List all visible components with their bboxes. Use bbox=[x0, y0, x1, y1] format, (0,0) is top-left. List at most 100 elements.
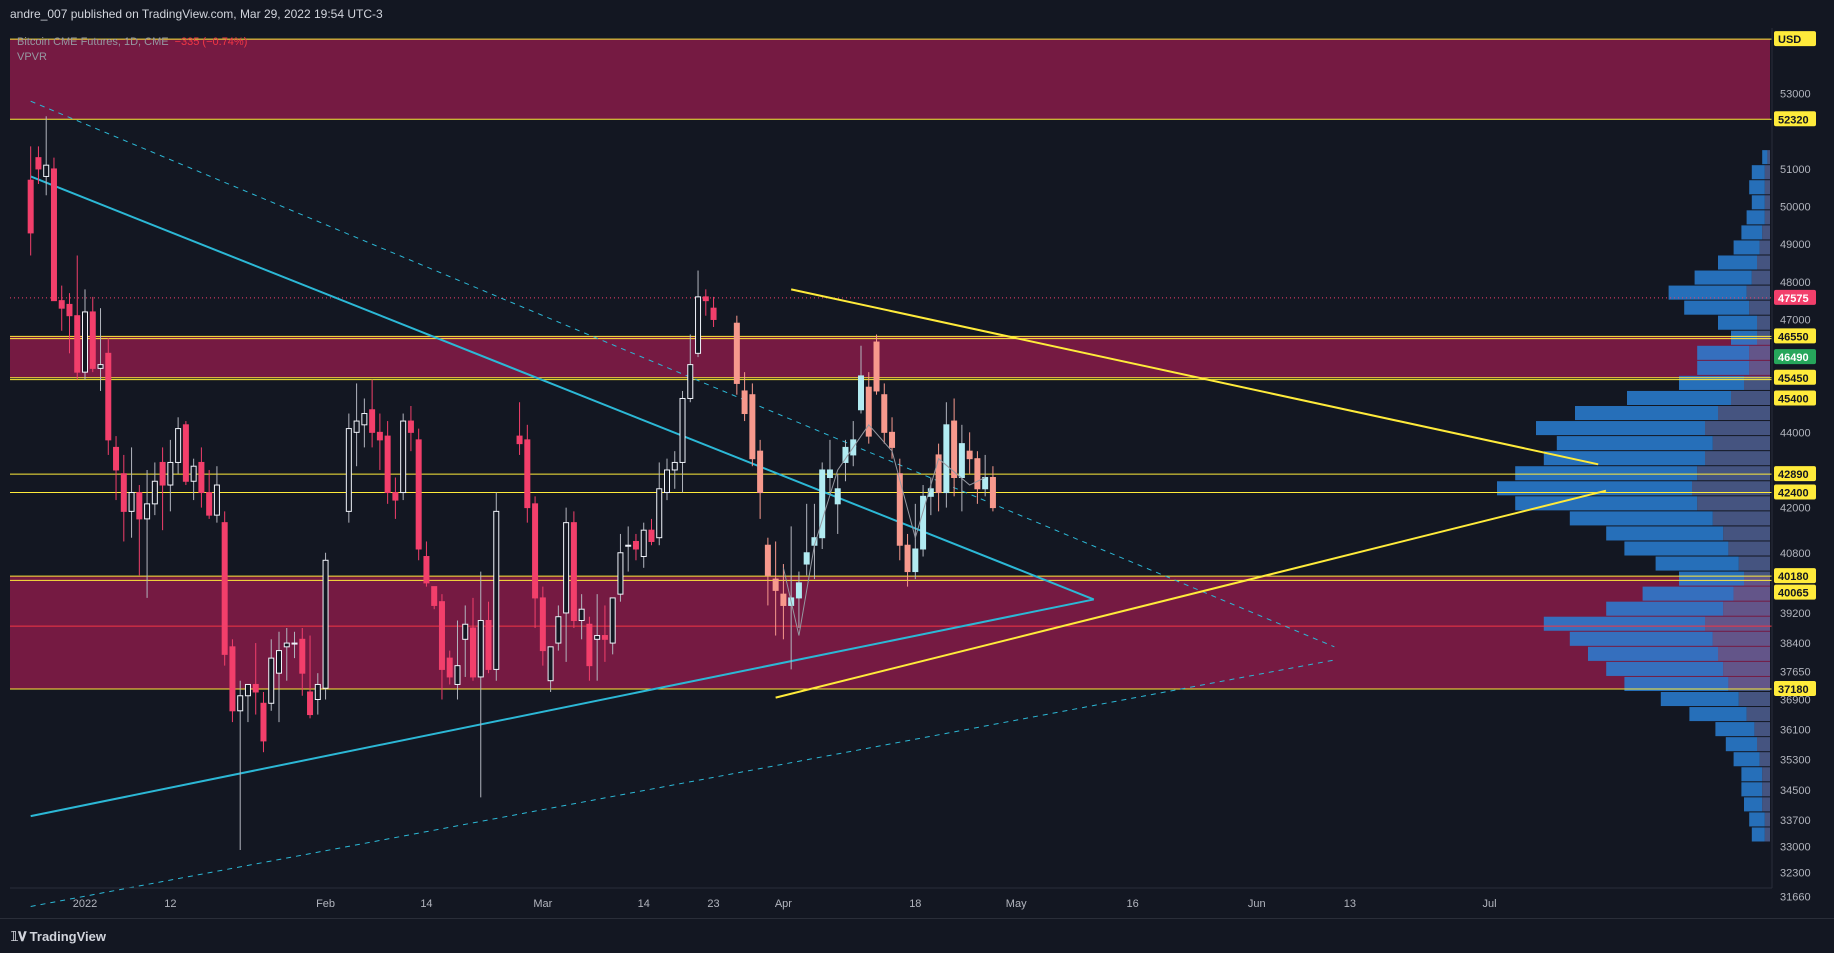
price-tick-label: 47000 bbox=[1780, 314, 1811, 326]
volume-profile-bar bbox=[1744, 797, 1763, 812]
resistance-zone bbox=[10, 39, 1770, 120]
price-label-text: 45450 bbox=[1778, 373, 1809, 385]
time-tick-label: 12 bbox=[164, 898, 176, 910]
candle-body bbox=[920, 495, 927, 550]
candle-body bbox=[392, 492, 399, 501]
volume-profile-bar-down bbox=[1757, 737, 1770, 752]
volume-profile-bar bbox=[1741, 782, 1763, 797]
candle-body bbox=[151, 480, 158, 505]
candle-body bbox=[276, 650, 282, 674]
candle-body bbox=[237, 695, 244, 712]
candle-body bbox=[384, 435, 391, 494]
volume-profile-bar-down bbox=[1749, 360, 1770, 375]
price-change: −335 (−0.74%) bbox=[174, 36, 248, 48]
volume-profile-bar bbox=[1543, 616, 1705, 631]
candle-body bbox=[966, 450, 973, 460]
candle-body bbox=[105, 352, 112, 441]
volume-profile-bar-down bbox=[1762, 225, 1770, 240]
volume-profile-bar-down bbox=[1749, 345, 1770, 360]
candle-body bbox=[764, 544, 771, 576]
volume-profile-bar bbox=[1741, 767, 1763, 782]
price-label-box bbox=[1774, 568, 1816, 584]
candle-body bbox=[555, 616, 562, 644]
candle-body bbox=[780, 593, 787, 606]
volume-profile-bar-down bbox=[1738, 556, 1770, 571]
volume-profile-bar bbox=[1569, 511, 1713, 526]
tradingview-logo[interactable]: 𝟙𝐕 TradingView bbox=[10, 929, 106, 945]
candle-body bbox=[617, 552, 624, 595]
candle-body bbox=[400, 420, 407, 494]
volume-profile-bar bbox=[1751, 195, 1765, 210]
volume-profile-bar bbox=[1679, 571, 1744, 586]
price-tick-label: 39200 bbox=[1780, 608, 1811, 620]
price-label-text: 40065 bbox=[1778, 588, 1809, 600]
candle-body bbox=[989, 477, 996, 509]
volume-profile-bar bbox=[1751, 827, 1765, 842]
candle-body bbox=[982, 477, 989, 490]
time-tick-label: May bbox=[1006, 898, 1027, 910]
candle-body bbox=[873, 341, 880, 392]
price-tick-label: 44000 bbox=[1780, 427, 1811, 439]
trend-line bbox=[775, 489, 1607, 699]
candle-body bbox=[74, 315, 81, 373]
price-label-text: 46490 bbox=[1778, 352, 1809, 364]
volume-profile-bar bbox=[1749, 812, 1765, 827]
price-label-text: 40180 bbox=[1778, 571, 1809, 583]
price-tick-label: 50000 bbox=[1780, 202, 1811, 214]
candle-body bbox=[376, 431, 383, 441]
candle-body bbox=[283, 642, 290, 648]
candle-body bbox=[951, 420, 958, 478]
volume-profile-bar-down bbox=[1723, 661, 1770, 676]
volume-profile-bar bbox=[1536, 421, 1705, 436]
price-label-text: 42890 bbox=[1778, 469, 1809, 481]
time-tick-label: 18 bbox=[909, 898, 921, 910]
volume-profile-bar bbox=[1684, 300, 1750, 315]
volume-profile-bar-down bbox=[1723, 601, 1770, 616]
price-label-text: USD bbox=[1778, 34, 1801, 46]
candle-body bbox=[89, 311, 96, 369]
candle-body bbox=[260, 702, 267, 742]
candle-body bbox=[640, 529, 647, 558]
price-label-text: 47575 bbox=[1778, 293, 1809, 305]
price-chart[interactable]: 53000 51000 50000 49000 48000 47000 44000 42000… bbox=[0, 28, 1834, 918]
trend-line bbox=[30, 598, 1094, 818]
candle-body bbox=[58, 300, 65, 309]
volume-profile-bar bbox=[1733, 752, 1760, 767]
publisher-text: andre_007 published on TradingView.com, … bbox=[10, 7, 383, 21]
volume-profile-bar bbox=[1624, 676, 1729, 691]
candle-body bbox=[299, 638, 306, 674]
candle-body bbox=[454, 665, 461, 685]
candle-body bbox=[648, 529, 655, 542]
volume-profile-bar-down bbox=[1705, 451, 1770, 466]
candle-body bbox=[268, 657, 275, 704]
volume-profile-bar-down bbox=[1762, 767, 1770, 782]
volume-profile-bar bbox=[1725, 737, 1757, 752]
candle-body bbox=[175, 428, 182, 463]
price-label-box bbox=[1774, 111, 1816, 127]
volume-profile-bar-down bbox=[1733, 586, 1770, 601]
volume-profile-bar-down bbox=[1723, 526, 1770, 541]
volume-profile-bar-down bbox=[1728, 541, 1770, 556]
candle-body bbox=[710, 307, 717, 320]
candle-body bbox=[935, 454, 942, 494]
candle-body bbox=[307, 691, 314, 716]
candle-body bbox=[803, 552, 810, 565]
volume-profile-bar-down bbox=[1744, 571, 1770, 586]
trend-line bbox=[30, 659, 1335, 907]
candle-body bbox=[136, 492, 143, 520]
volume-profile-bar bbox=[1741, 225, 1763, 240]
candle-body bbox=[896, 473, 903, 546]
volume-profile-bar-down bbox=[1762, 797, 1770, 812]
volume-profile-bar bbox=[1660, 691, 1739, 707]
candle-body bbox=[834, 488, 841, 505]
candle-body bbox=[609, 597, 616, 644]
candle-body bbox=[664, 469, 670, 494]
time-tick-label: Jun bbox=[1248, 898, 1266, 910]
volume-profile-bar bbox=[1624, 541, 1729, 556]
volume-profile-bar bbox=[1515, 496, 1698, 511]
candle-body bbox=[221, 522, 228, 655]
volume-profile-bar-down bbox=[1757, 315, 1770, 330]
volume-profile-bar bbox=[1697, 360, 1750, 375]
price-tick-label: 49000 bbox=[1780, 239, 1811, 251]
price-tick-label: 33700 bbox=[1780, 815, 1811, 827]
